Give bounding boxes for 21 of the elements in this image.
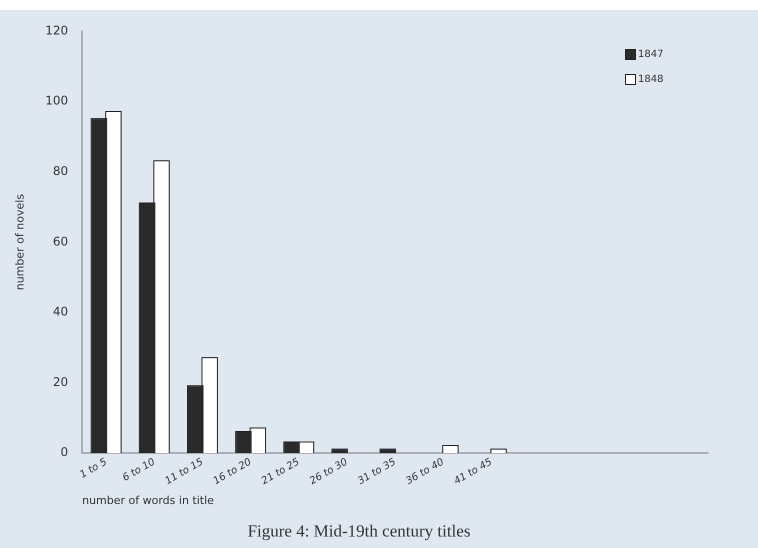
x-tick-label: 16 to 20	[212, 456, 254, 488]
x-tick-label: 36 to 40	[404, 456, 446, 488]
y-tick-label: 20	[52, 374, 68, 389]
y-tick-label: 40	[52, 304, 68, 319]
y-axis-title: number of novels	[13, 194, 26, 290]
y-tick-label: 60	[52, 234, 68, 248]
y-tick-label: 0	[60, 445, 68, 460]
y-tick-label: 120	[45, 23, 68, 38]
x-axis-title: number of words in title	[82, 494, 214, 507]
y-tick-label: 100	[45, 94, 68, 108]
x-tick-label: 41 to 45	[452, 456, 494, 488]
legend-label: 1848	[638, 74, 664, 86]
x-tick-label: 1 to 5	[78, 456, 109, 481]
x-tick-label: 31 to 35	[356, 456, 398, 488]
text: Figure 4: Mid-19th century titles	[248, 521, 470, 540]
x-tick-label: 11 to 15	[164, 456, 206, 488]
x-tick-label: 21 to 25	[260, 456, 302, 488]
x-tick-label: 26 to 30	[308, 456, 350, 488]
y-tick-label: 80	[52, 164, 68, 178]
legend-label: 1847	[638, 49, 664, 60]
x-tick-label: 6 to 10	[120, 456, 158, 484]
